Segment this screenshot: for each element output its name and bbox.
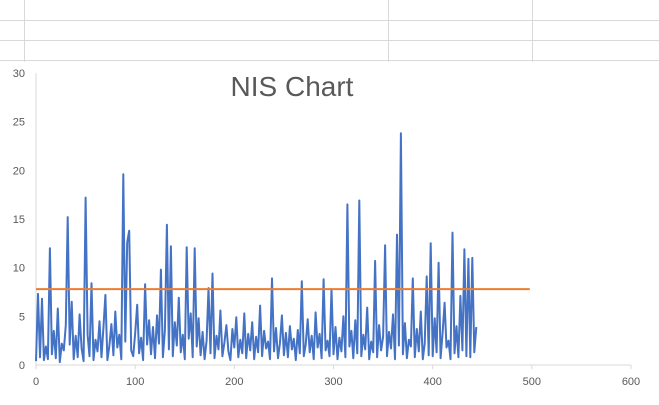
x-tick-label: 0 — [33, 376, 39, 388]
sheet-gridline — [0, 40, 659, 41]
x-tick-label: 500 — [523, 376, 541, 388]
sheet-gridline — [0, 60, 659, 61]
x-tick-label: 200 — [225, 376, 243, 388]
sheet-gridline — [24, 0, 25, 62]
chart-title: NIS Chart — [231, 71, 354, 102]
series-line-nis — [35, 132, 478, 364]
y-tick-label: 25 — [13, 117, 25, 129]
y-tick-label: 30 — [13, 68, 25, 80]
x-tick-label: 300 — [324, 376, 342, 388]
y-tick-label: 20 — [13, 165, 25, 177]
x-tick-label: 100 — [126, 376, 144, 388]
y-tick-label: 5 — [19, 311, 25, 323]
x-tick-label: 600 — [622, 376, 640, 388]
sheet-gridline — [388, 0, 389, 62]
sheet-gridline — [532, 0, 533, 62]
y-tick-label: 0 — [19, 360, 25, 372]
chart-plot — [35, 132, 530, 364]
y-tick-label: 15 — [13, 214, 25, 226]
x-tick-label: 400 — [423, 376, 441, 388]
y-tick-label: 10 — [13, 263, 25, 275]
sheet-gridline — [0, 20, 659, 21]
